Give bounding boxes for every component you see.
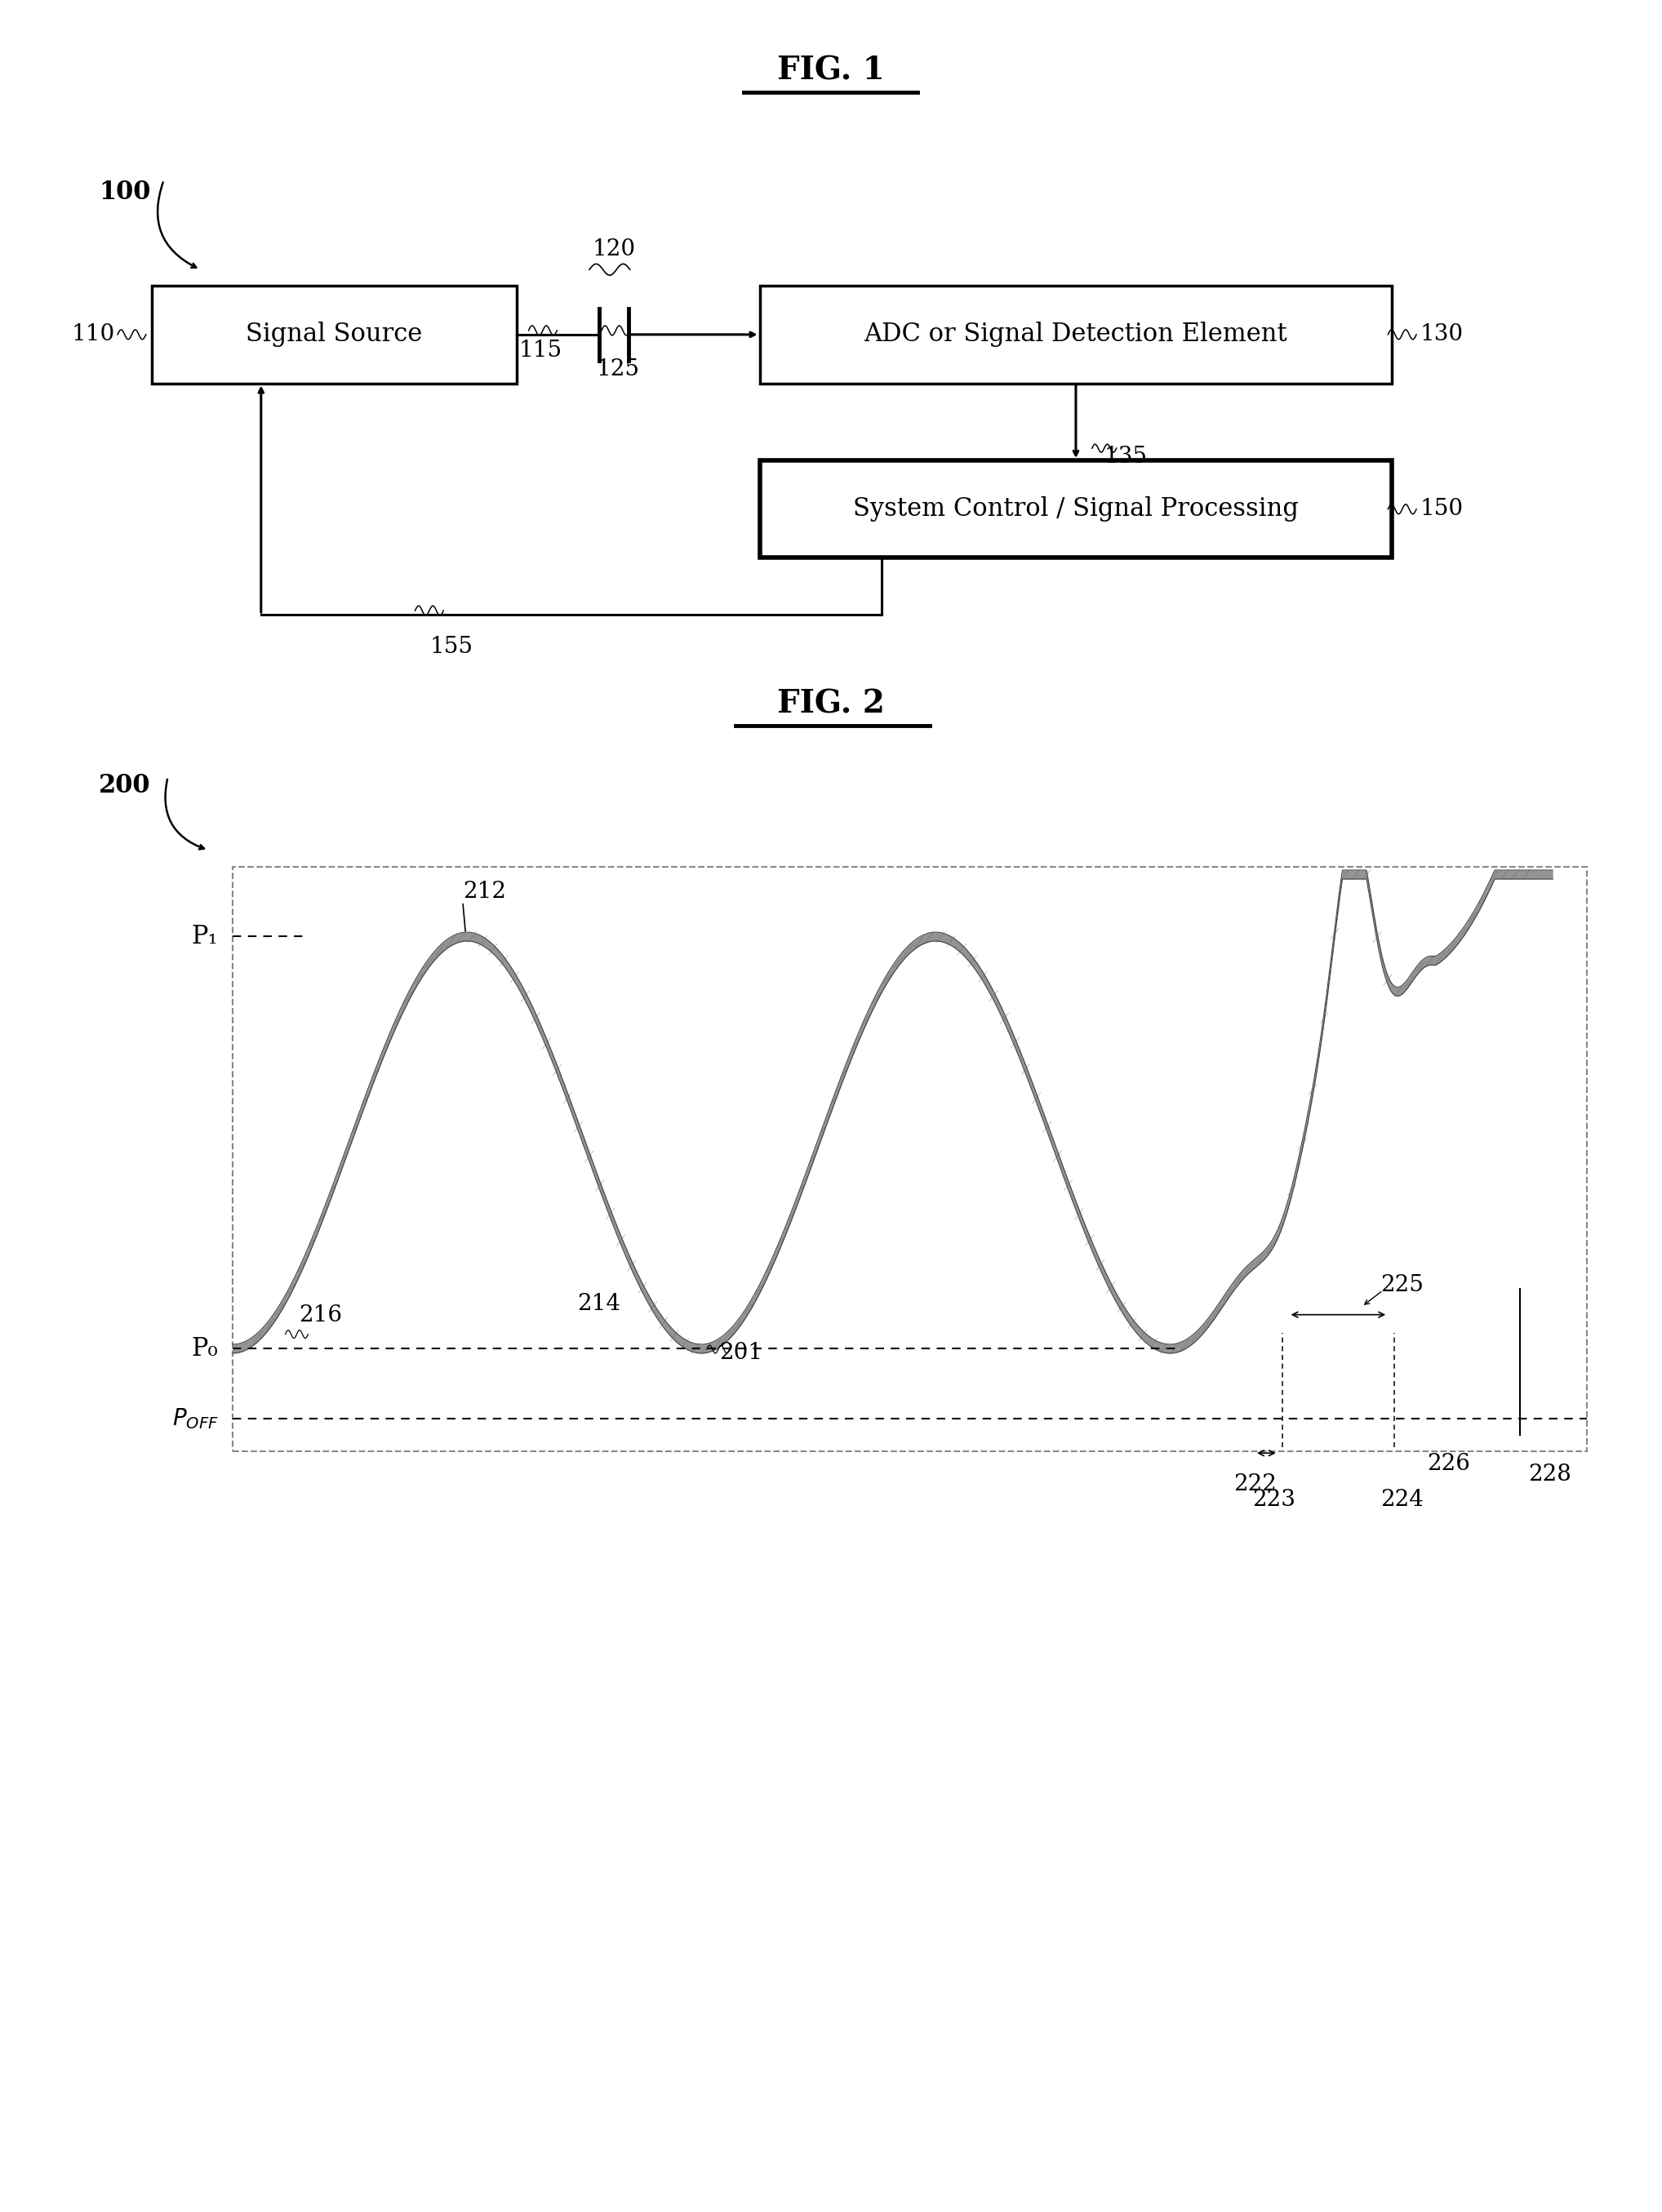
FancyBboxPatch shape: [760, 285, 1393, 383]
Text: 201: 201: [720, 1343, 763, 1365]
Text: FIG. 1: FIG. 1: [778, 55, 884, 86]
Text: 120: 120: [592, 239, 635, 261]
Text: 214: 214: [577, 1294, 620, 1316]
Text: 200: 200: [100, 772, 151, 799]
Text: ADC or Signal Detection Element: ADC or Signal Detection Element: [864, 323, 1288, 347]
FancyBboxPatch shape: [151, 285, 517, 383]
Text: P₀: P₀: [191, 1336, 218, 1360]
Text: 150: 150: [1421, 498, 1464, 520]
Text: 226: 226: [1426, 1453, 1469, 1475]
FancyBboxPatch shape: [760, 460, 1393, 557]
Text: $P_{OFF}$: $P_{OFF}$: [171, 1407, 218, 1431]
Text: 225: 225: [1381, 1274, 1424, 1296]
Text: 222: 222: [1233, 1473, 1276, 1495]
Text: 100: 100: [100, 179, 151, 206]
Text: FIG. 2: FIG. 2: [778, 688, 884, 719]
Text: 155: 155: [430, 637, 474, 659]
Text: 216: 216: [299, 1305, 342, 1325]
Text: 224: 224: [1381, 1489, 1424, 1511]
Text: 110: 110: [71, 323, 115, 345]
Text: 130: 130: [1421, 323, 1464, 345]
Text: 223: 223: [1253, 1489, 1296, 1511]
Text: 228: 228: [1527, 1462, 1571, 1484]
Text: 125: 125: [597, 358, 640, 380]
Text: 212: 212: [464, 880, 507, 902]
Text: P₁: P₁: [191, 925, 218, 949]
Text: 135: 135: [1104, 445, 1147, 467]
Text: 115: 115: [519, 341, 562, 363]
Text: System Control / Signal Processing: System Control / Signal Processing: [853, 495, 1298, 522]
Text: Signal Source: Signal Source: [246, 323, 422, 347]
